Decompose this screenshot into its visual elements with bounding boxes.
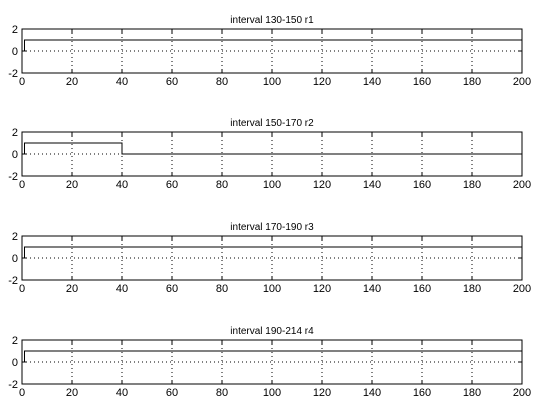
- x-tick-label: 100: [263, 283, 281, 295]
- x-tick-label: 60: [166, 387, 178, 399]
- x-tick-label: 120: [313, 283, 331, 295]
- x-tick-label: 20: [66, 76, 78, 88]
- x-tick-label: 120: [313, 76, 331, 88]
- x-tick-label: 140: [363, 387, 381, 399]
- y-tick-label: 0: [12, 46, 18, 58]
- x-tick-label: 200: [513, 283, 531, 295]
- y-tick-label: -2: [8, 68, 18, 80]
- x-tick-label: 200: [513, 76, 531, 88]
- x-tick-label: 200: [513, 179, 531, 191]
- subplot-title: interval 130-150 r1: [230, 15, 314, 26]
- x-tick-label: 100: [263, 387, 281, 399]
- x-tick-label: 200: [513, 387, 531, 399]
- x-tick-label: 60: [166, 283, 178, 295]
- subplot-4: interval 190-214 r40 20 40 60 80 100 120 140 160…: [8, 326, 531, 399]
- x-tick-label: 160: [413, 179, 431, 191]
- x-tick-label: 120: [313, 179, 331, 191]
- subplot-title: interval 170-190 r3: [230, 222, 314, 233]
- series-line: [22, 350, 522, 363]
- x-tick-label: 100: [263, 179, 281, 191]
- x-tick-label: 80: [216, 76, 228, 88]
- y-tick-label: 2: [12, 127, 18, 139]
- y-tick-label: -2: [8, 171, 18, 183]
- y-tick-label: 2: [12, 335, 18, 347]
- x-tick-label: 140: [363, 179, 381, 191]
- y-tick-label: -2: [8, 379, 18, 391]
- x-tick-label: 0: [19, 387, 25, 399]
- x-tick-label: 0: [19, 283, 25, 295]
- x-tick-label: 160: [413, 387, 431, 399]
- x-tick-label: 60: [166, 179, 178, 191]
- x-tick-label: 20: [66, 179, 78, 191]
- x-tick-label: 180: [463, 283, 481, 295]
- y-tick-label: 0: [12, 253, 18, 265]
- x-tick-label: 140: [363, 76, 381, 88]
- y-tick-label: 0: [12, 357, 18, 369]
- x-tick-label: 80: [216, 179, 228, 191]
- x-tick-label: 40: [116, 76, 128, 88]
- x-tick-label: 60: [166, 76, 178, 88]
- series-line: [22, 246, 522, 259]
- series-line: [22, 142, 522, 155]
- x-tick-label: 180: [463, 387, 481, 399]
- x-tick-label: 120: [313, 387, 331, 399]
- x-tick-label: 40: [116, 179, 128, 191]
- x-tick-label: 100: [263, 76, 281, 88]
- subplot-title: interval 190-214 r4: [230, 326, 314, 337]
- x-tick-label: 0: [19, 76, 25, 88]
- x-tick-label: 40: [116, 283, 128, 295]
- subplot-2: interval 150-170 r20 20 40 60 80 100 120 140 160…: [8, 118, 531, 191]
- subplot-title: interval 150-170 r2: [230, 118, 314, 129]
- x-tick-label: 160: [413, 283, 431, 295]
- x-tick-label: 180: [463, 76, 481, 88]
- x-tick-label: 180: [463, 179, 481, 191]
- x-tick-label: 0: [19, 179, 25, 191]
- y-tick-label: -2: [8, 275, 18, 287]
- y-tick-label: 0: [12, 149, 18, 161]
- series-line: [22, 39, 522, 52]
- y-tick-label: 2: [12, 231, 18, 243]
- x-tick-label: 160: [413, 76, 431, 88]
- x-tick-label: 80: [216, 283, 228, 295]
- x-tick-label: 80: [216, 387, 228, 399]
- x-tick-label: 20: [66, 283, 78, 295]
- subplot-3: interval 170-190 r30 20 40 60 80 100 120 140 160…: [8, 222, 531, 295]
- subplot-1: interval 130-150 r10 20 40 60 80 100 120 140 160…: [8, 15, 531, 88]
- y-tick-label: 2: [12, 24, 18, 36]
- x-tick-label: 20: [66, 387, 78, 399]
- x-tick-label: 40: [116, 387, 128, 399]
- x-tick-label: 140: [363, 283, 381, 295]
